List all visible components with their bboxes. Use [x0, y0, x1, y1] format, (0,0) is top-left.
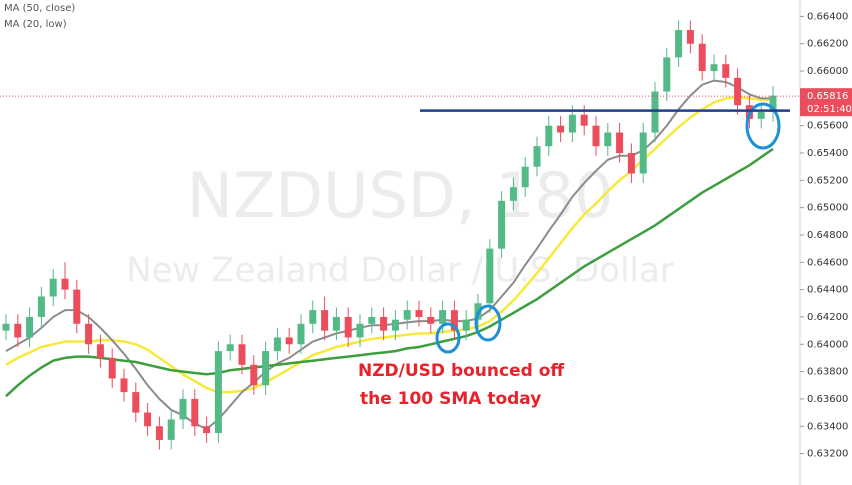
candle-body: [439, 310, 447, 324]
candle-body: [675, 30, 683, 58]
candle-body: [639, 132, 647, 174]
y-tick-label: 0.63800: [807, 367, 848, 378]
countdown-label: 02:51:40: [807, 104, 852, 115]
candle-body: [238, 344, 246, 365]
candle-body: [155, 426, 163, 440]
watermark-title: NZDUSD, 180: [187, 159, 614, 232]
y-tick-label: 0.66200: [807, 39, 848, 50]
candle-body: [580, 114, 588, 126]
candle-body: [498, 200, 506, 249]
y-tick-label: 0.64400: [807, 285, 848, 296]
candle-body: [73, 289, 81, 324]
candle-body: [203, 426, 211, 434]
y-tick-label: 0.63200: [807, 449, 848, 460]
y-tick-label: 0.64000: [807, 339, 848, 350]
candle-body: [651, 91, 659, 133]
candle-body: [14, 323, 22, 338]
candle-body: [533, 146, 541, 167]
y-tick-label: 0.64800: [807, 230, 848, 241]
candle-body: [356, 323, 364, 338]
highlight-circle: [745, 102, 781, 150]
candle-body: [686, 30, 694, 44]
last-price-box: [800, 88, 852, 117]
candle-body: [226, 344, 234, 352]
candle-body: [37, 296, 45, 317]
candle-body: [144, 412, 152, 427]
candle-body: [285, 337, 293, 345]
candle-body: [403, 310, 411, 320]
candle-body: [415, 310, 423, 317]
candle-body: [734, 77, 742, 106]
candle-body: [85, 323, 93, 345]
candle-body: [309, 310, 317, 324]
candle-body: [427, 316, 435, 324]
candle-body: [108, 357, 116, 379]
legend-entry: MA (20, low): [4, 19, 67, 30]
candle-body: [332, 316, 340, 331]
annotation: NZD/USD bounced off: [358, 361, 564, 381]
candle-body: [604, 132, 612, 147]
candle-body: [391, 319, 399, 331]
candle-body: [250, 364, 258, 386]
candle-body: [344, 316, 352, 338]
candle-body: [368, 316, 376, 324]
candle-body: [627, 153, 635, 174]
candle-body: [132, 392, 140, 413]
candle-body: [26, 316, 34, 338]
y-tick-label: 0.64200: [807, 312, 848, 323]
highlight-circle: [474, 304, 502, 342]
candle-body: [191, 398, 199, 427]
candle-body: [321, 310, 329, 331]
candle-body: [663, 57, 671, 92]
candle-body: [509, 187, 517, 201]
candle-body: [486, 248, 494, 304]
plot-area: [2, 20, 777, 450]
candle-body: [214, 351, 222, 434]
candle-body: [545, 125, 553, 147]
legend-entry: MA (50, close): [4, 3, 75, 14]
candle-body: [380, 316, 388, 331]
candle-body: [568, 114, 576, 133]
candle-body: [96, 344, 104, 358]
y-tick-label: 0.65200: [807, 175, 848, 186]
y-tick-label: 0.66000: [807, 66, 848, 77]
y-tick-label: 0.65400: [807, 148, 848, 159]
candle-body: [616, 132, 624, 154]
candle-body: [2, 323, 10, 331]
candle-body: [262, 351, 270, 386]
candle-body: [521, 166, 529, 188]
candle-body: [757, 112, 765, 119]
y-tick-label: 0.63600: [807, 394, 848, 405]
candle-body: [179, 398, 187, 420]
candle-body: [722, 64, 730, 78]
candle-body: [557, 125, 565, 133]
y-tick-label: 0.65600: [807, 121, 848, 132]
candle-body: [297, 323, 305, 345]
candle-body: [769, 95, 777, 113]
candle-body: [450, 310, 458, 331]
y-tick-label: 0.65000: [807, 203, 848, 214]
moving-average-line: [5, 147, 774, 398]
candle-body: [120, 378, 128, 393]
candle-body: [462, 319, 470, 331]
candle-body: [167, 419, 175, 440]
annotation: the 100 SMA today: [360, 389, 541, 409]
y-tick-label: 0.66400: [807, 11, 848, 22]
candle-body: [61, 278, 69, 290]
y-tick-label: 0.64600: [807, 257, 848, 268]
highlight-circle: [435, 322, 461, 354]
last-price-label: 0.65816: [807, 91, 848, 102]
candle-body: [592, 125, 600, 147]
candle-body: [273, 337, 281, 352]
candle-body: [710, 64, 718, 72]
y-tick-label: 0.63400: [807, 421, 848, 432]
candle-body: [49, 278, 57, 297]
watermark-subtitle: New Zealand Dollar / U.S. Dollar: [126, 251, 674, 291]
candle-body: [698, 43, 706, 72]
